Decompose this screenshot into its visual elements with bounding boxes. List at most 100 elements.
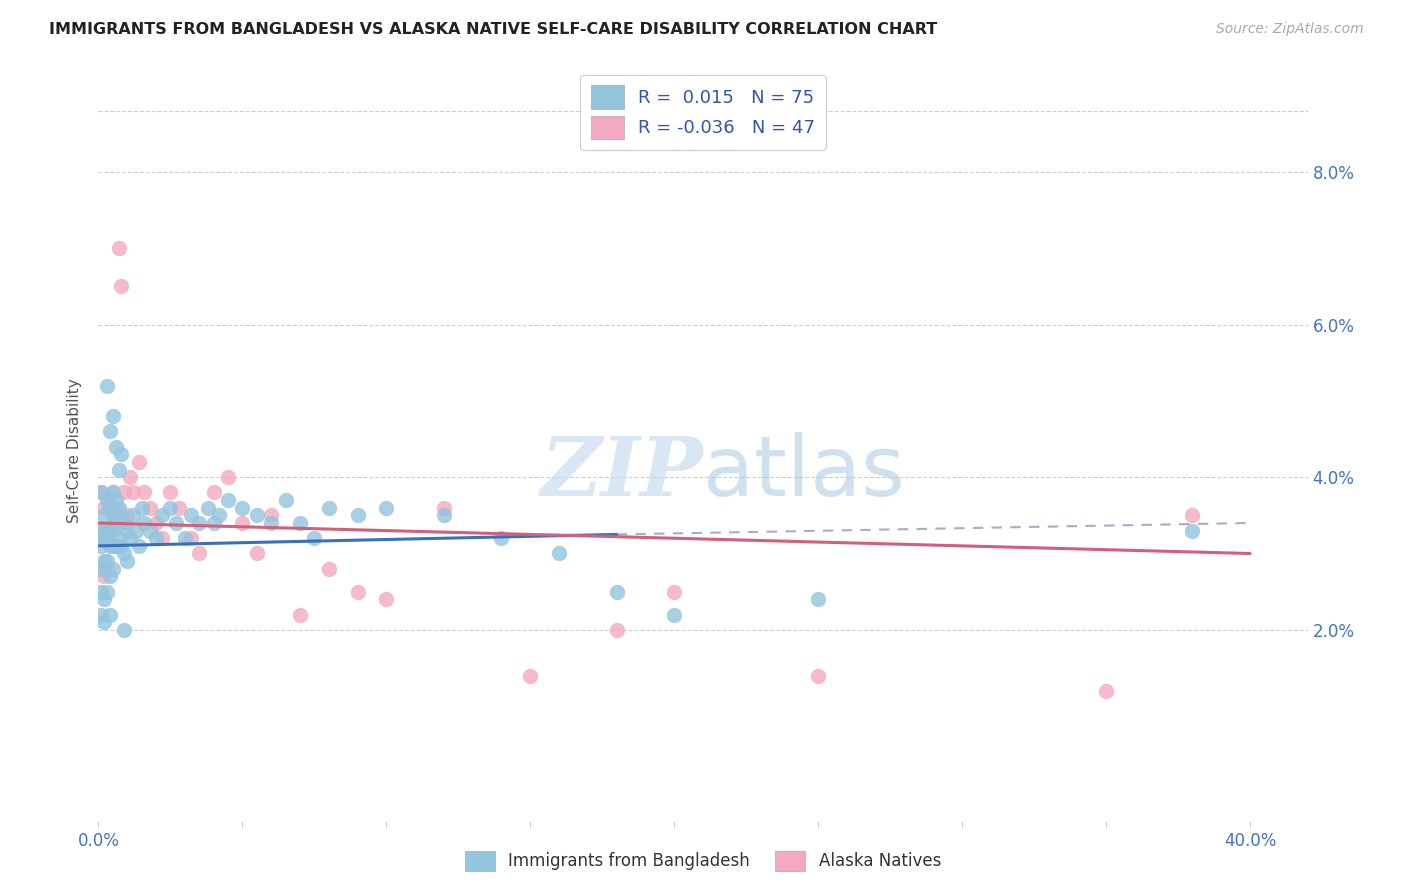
Point xyxy=(112,485,135,500)
Point xyxy=(101,409,124,423)
Point xyxy=(375,500,398,515)
Point xyxy=(93,531,115,545)
Point xyxy=(128,455,150,469)
Point xyxy=(519,668,541,682)
Point xyxy=(90,485,112,500)
Point xyxy=(96,493,118,508)
Point xyxy=(110,447,132,461)
Point xyxy=(101,562,124,576)
Point xyxy=(93,531,115,545)
Point xyxy=(110,539,132,553)
Text: IMMIGRANTS FROM BANGLADESH VS ALASKA NATIVE SELF-CARE DISABILITY CORRELATION CHA: IMMIGRANTS FROM BANGLADESH VS ALASKA NAT… xyxy=(49,22,938,37)
Point xyxy=(180,531,202,545)
Point xyxy=(90,524,112,538)
Point xyxy=(664,607,686,622)
Point xyxy=(101,485,124,500)
Point xyxy=(188,516,211,530)
Point xyxy=(433,500,456,515)
Point xyxy=(1095,684,1118,698)
Point xyxy=(260,516,283,530)
Text: ZIP: ZIP xyxy=(540,433,703,513)
Point xyxy=(96,584,118,599)
Point xyxy=(104,539,127,553)
Point xyxy=(134,516,156,530)
Point xyxy=(606,584,628,599)
Point xyxy=(110,279,132,293)
Point xyxy=(96,524,118,538)
Point xyxy=(288,607,311,622)
Point xyxy=(1181,508,1204,523)
Point xyxy=(101,539,124,553)
Point xyxy=(180,508,202,523)
Point xyxy=(128,539,150,553)
Point xyxy=(107,508,129,523)
Point xyxy=(101,485,124,500)
Point xyxy=(90,562,112,576)
Point xyxy=(139,524,162,538)
Point xyxy=(208,508,231,523)
Point xyxy=(104,516,127,530)
Point xyxy=(807,668,830,682)
Point xyxy=(93,500,115,515)
Point xyxy=(98,524,121,538)
Point xyxy=(807,592,830,607)
Point xyxy=(112,547,135,561)
Point xyxy=(115,508,138,523)
Point xyxy=(112,516,135,530)
Point xyxy=(1181,524,1204,538)
Point xyxy=(98,607,121,622)
Point xyxy=(98,500,121,515)
Point xyxy=(98,569,121,583)
Point xyxy=(346,584,368,599)
Point xyxy=(217,493,239,508)
Point xyxy=(159,500,181,515)
Point xyxy=(90,539,112,553)
Point xyxy=(231,516,253,530)
Legend: R =  0.015   N = 75, R = -0.036   N = 47: R = 0.015 N = 75, R = -0.036 N = 47 xyxy=(581,75,825,150)
Point xyxy=(145,516,167,530)
Point xyxy=(145,531,167,545)
Point xyxy=(202,485,225,500)
Point xyxy=(112,623,135,637)
Point xyxy=(98,500,121,515)
Y-axis label: Self-Care Disability: Self-Care Disability xyxy=(67,378,83,523)
Point xyxy=(318,562,340,576)
Point xyxy=(375,592,398,607)
Point xyxy=(159,485,181,500)
Point xyxy=(131,500,153,515)
Point xyxy=(96,493,118,508)
Point xyxy=(304,531,326,545)
Text: atlas: atlas xyxy=(703,432,904,513)
Point xyxy=(93,615,115,630)
Point xyxy=(197,500,219,515)
Point xyxy=(96,378,118,392)
Point xyxy=(101,508,124,523)
Point xyxy=(110,508,132,523)
Point xyxy=(346,508,368,523)
Point xyxy=(231,500,253,515)
Point xyxy=(202,516,225,530)
Point xyxy=(188,547,211,561)
Point xyxy=(125,524,148,538)
Point xyxy=(90,562,112,576)
Point xyxy=(288,516,311,530)
Point xyxy=(90,524,112,538)
Point xyxy=(90,485,112,500)
Point xyxy=(104,539,127,553)
Point xyxy=(96,524,118,538)
Point xyxy=(433,508,456,523)
Point xyxy=(664,584,686,599)
Text: Source: ZipAtlas.com: Source: ZipAtlas.com xyxy=(1216,22,1364,37)
Point xyxy=(122,508,145,523)
Point xyxy=(606,623,628,637)
Point xyxy=(93,554,115,568)
Point xyxy=(115,524,138,538)
Point xyxy=(90,607,112,622)
Point xyxy=(122,485,145,500)
Point xyxy=(104,440,127,454)
Point xyxy=(93,569,115,583)
Point xyxy=(165,516,187,530)
Point xyxy=(96,562,118,576)
Point xyxy=(104,493,127,508)
Point xyxy=(120,531,142,545)
